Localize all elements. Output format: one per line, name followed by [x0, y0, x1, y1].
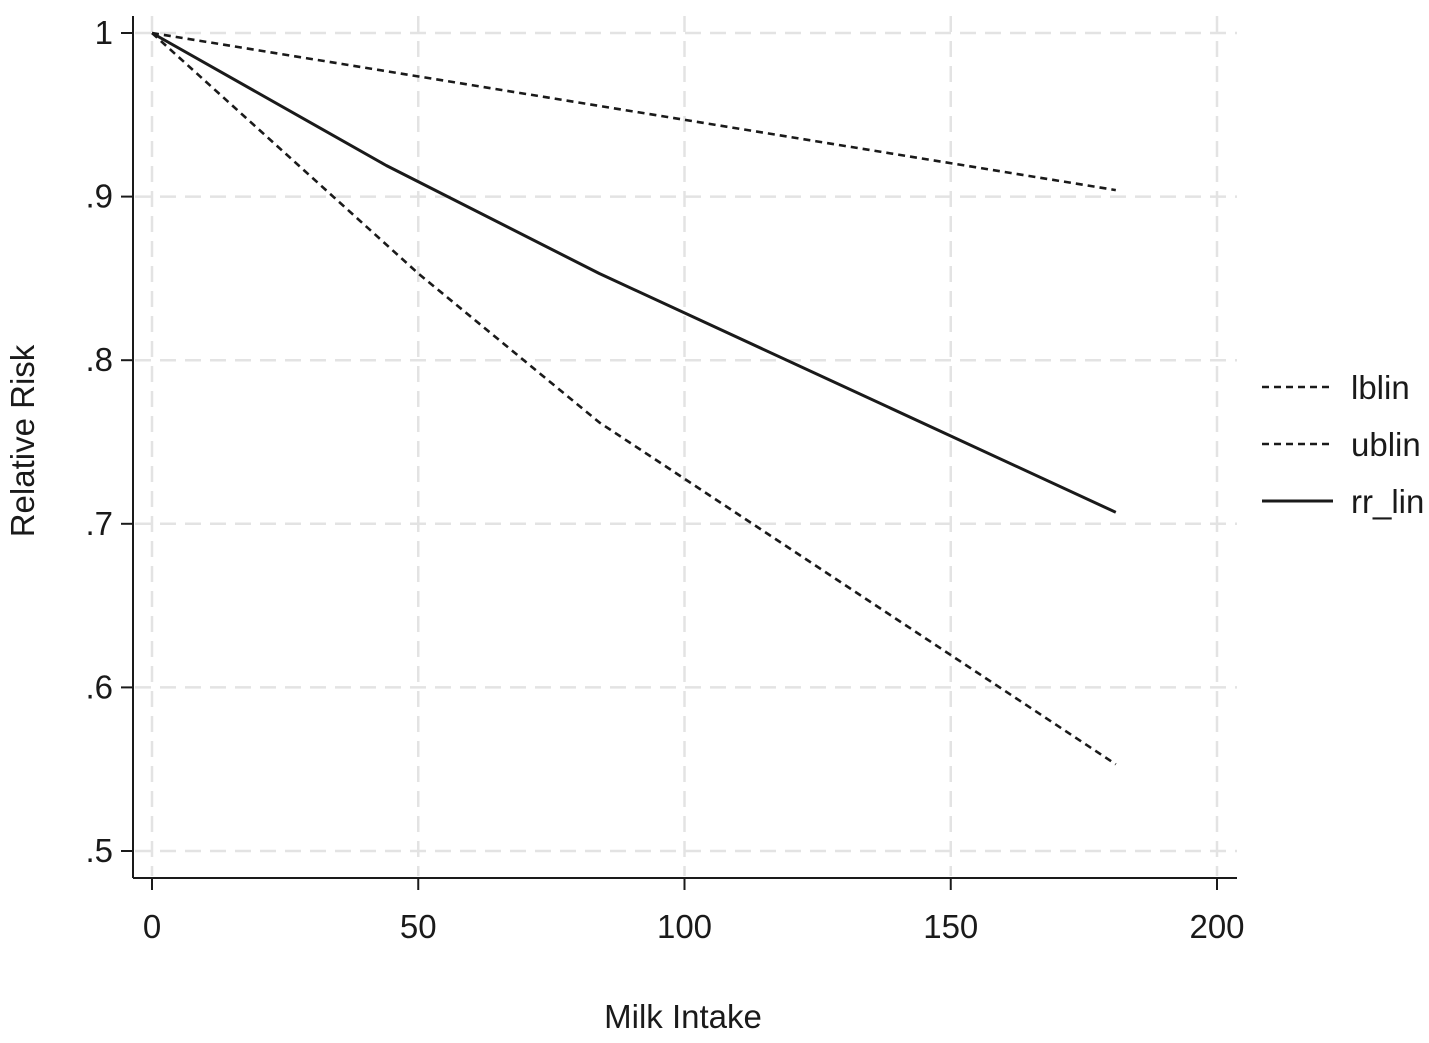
x-tick-label: 100	[657, 908, 712, 945]
x-tick-label: 200	[1189, 908, 1244, 945]
axes: .5 .6 .7 .8 .9 1 0 50 100 150 200	[85, 14, 1244, 945]
x-tick-label: 50	[400, 908, 437, 945]
y-tick-label: .8	[85, 341, 113, 378]
legend: lblin ublin rr_lin	[1262, 369, 1424, 520]
legend-label-ublin: ublin	[1351, 426, 1421, 463]
grid-lines	[135, 16, 1237, 876]
y-axis-title: Relative Risk	[4, 344, 41, 537]
legend-label-rr_lin: rr_lin	[1351, 483, 1424, 520]
x-tick-label: 0	[143, 908, 161, 945]
legend-label-lblin: lblin	[1351, 369, 1410, 406]
series-line-lblin	[151, 32, 1117, 766]
y-tick-label: .9	[85, 178, 113, 215]
y-tick-label: .6	[85, 668, 113, 705]
series-lines	[151, 31, 1117, 766]
series-line-rr_lin	[151, 31, 1117, 514]
y-tick-label: .5	[85, 832, 113, 869]
x-tick-label: 150	[923, 908, 978, 945]
y-tick-label: 1	[95, 14, 113, 51]
series-line-ublin	[151, 31, 1117, 192]
y-tick-label: .7	[85, 505, 113, 542]
x-axis-title: Milk Intake	[604, 998, 762, 1035]
